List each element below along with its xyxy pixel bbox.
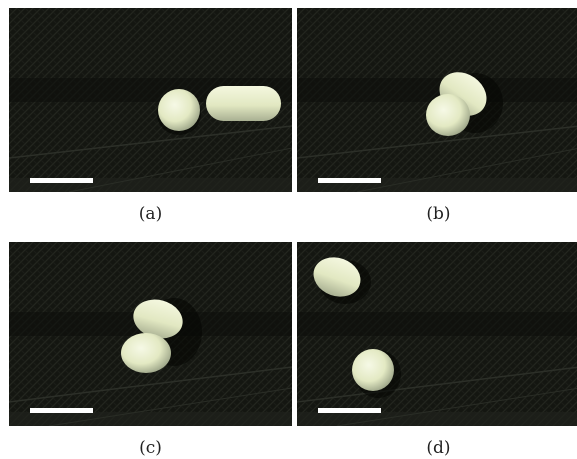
panel-a-photo <box>9 8 292 192</box>
panel-b-photo <box>297 8 577 192</box>
rod-particle <box>313 257 361 297</box>
spherical-particle <box>426 94 470 136</box>
caption-a: (a) <box>138 204 163 224</box>
spherical-particle <box>121 333 171 373</box>
panel-d-image <box>297 242 577 426</box>
panel-c-photo <box>9 242 292 426</box>
caption-d: (d) <box>426 438 451 458</box>
scale-bar <box>30 178 93 183</box>
rod-particle <box>133 299 183 339</box>
scale-bar <box>318 408 381 413</box>
scale-bar <box>318 178 381 183</box>
panel-b-image <box>297 8 577 192</box>
panel-a-image <box>9 8 292 192</box>
panel-d-photo <box>297 242 577 426</box>
caption-b: (b) <box>426 204 451 224</box>
panel-c-image <box>9 242 292 426</box>
caption-c: (c) <box>139 438 162 458</box>
rod-particle <box>206 86 281 121</box>
spherical-particle <box>158 89 200 131</box>
spherical-particle <box>352 349 394 391</box>
scale-bar <box>30 408 93 413</box>
